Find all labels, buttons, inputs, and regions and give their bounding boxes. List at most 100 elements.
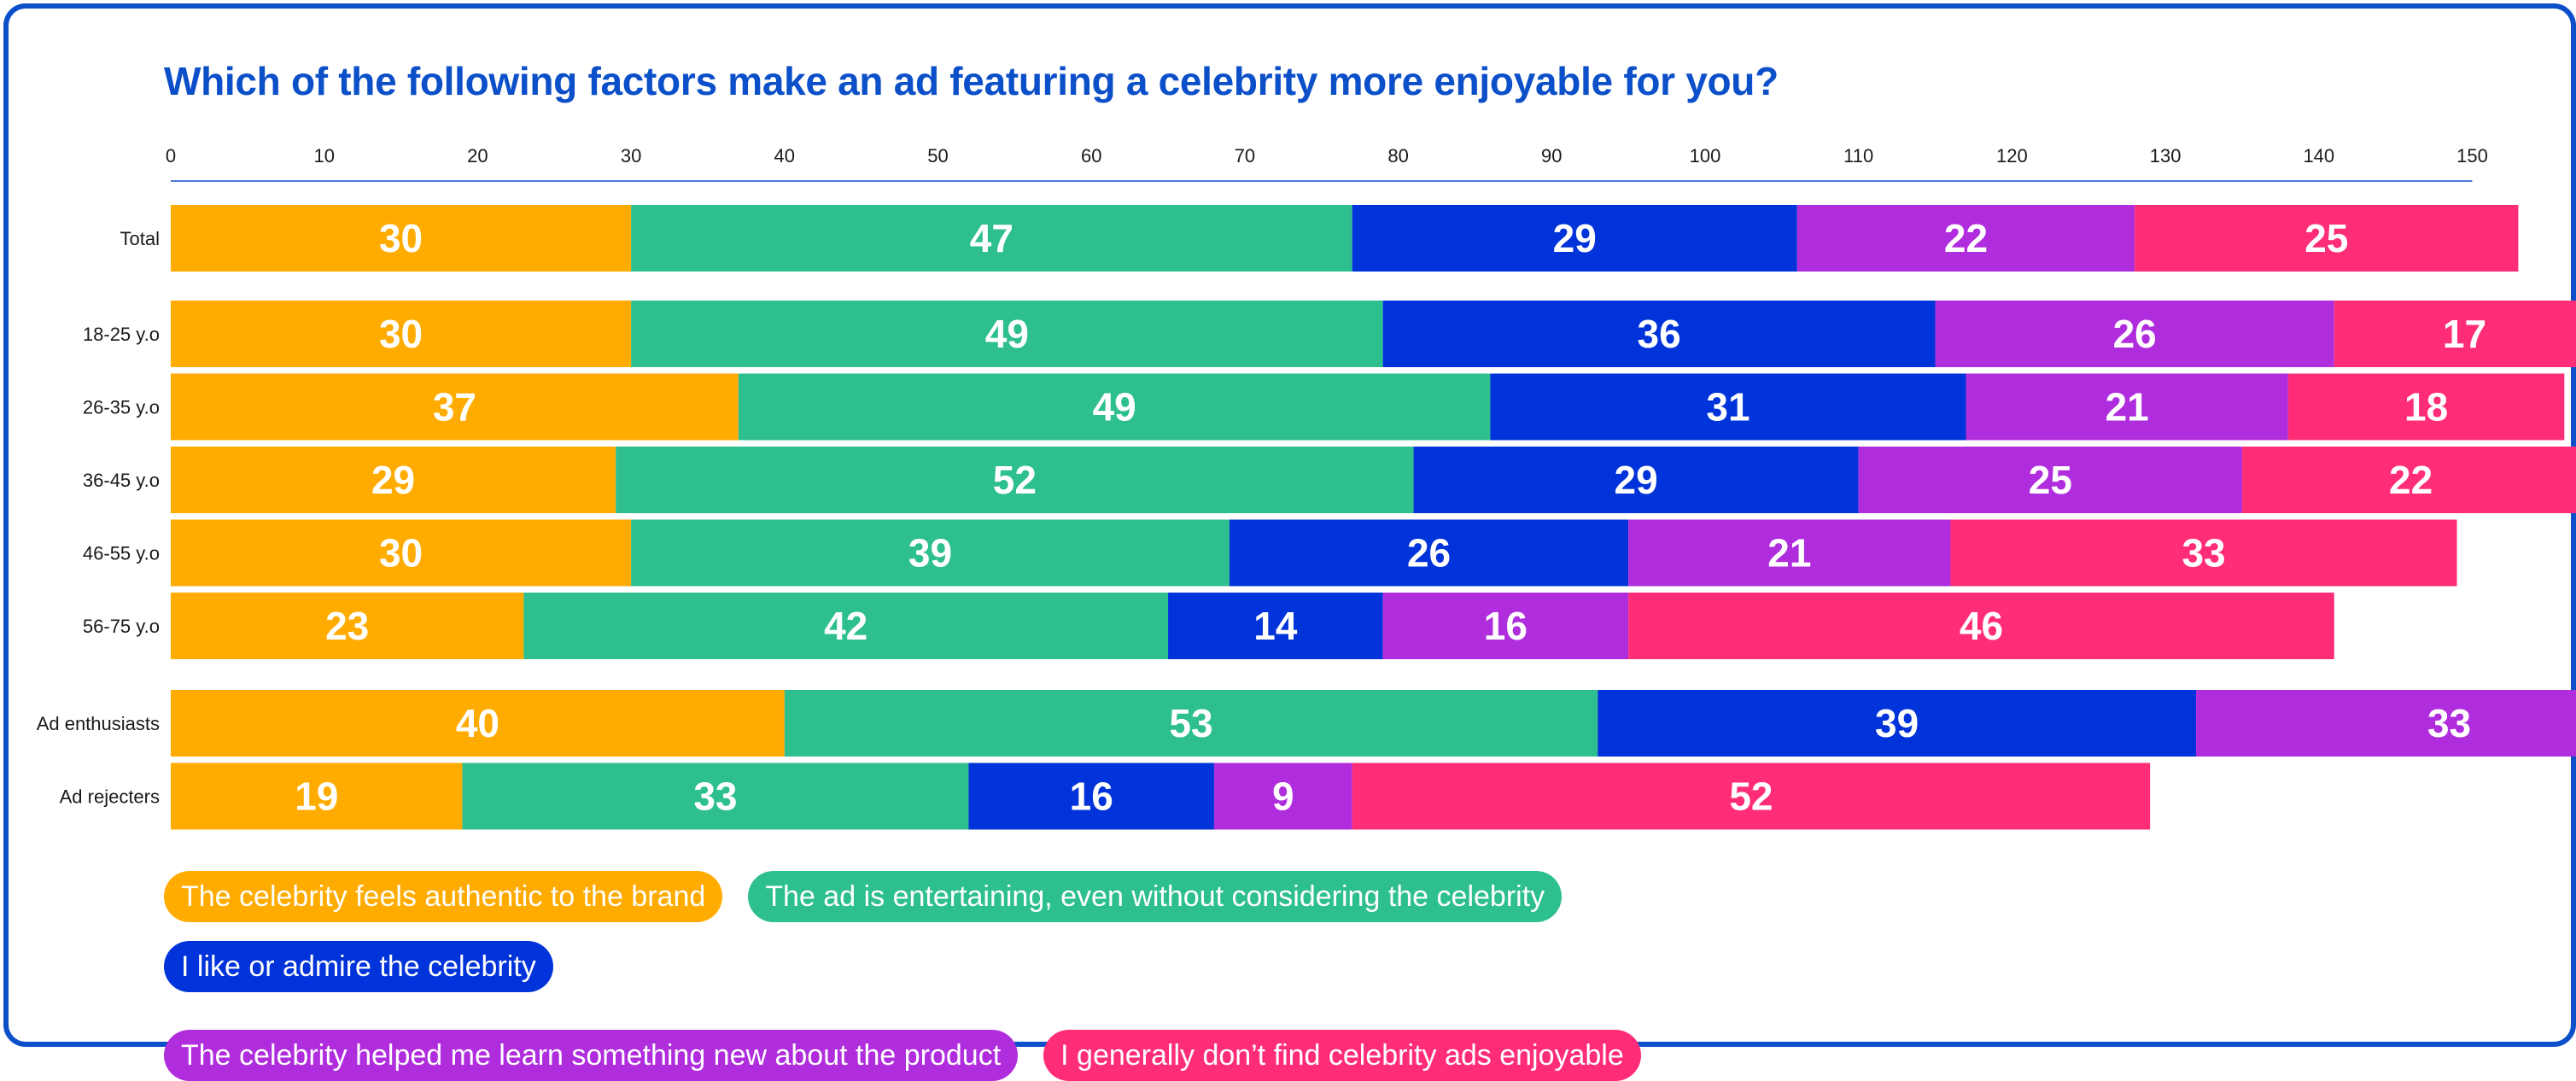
bar-segment [631,519,1230,587]
bar-value-label: 31 [1706,385,1749,429]
bar-value-label: 46 [1960,604,2003,648]
bar-segment [968,763,1214,830]
bar-value-label: 16 [1484,604,1527,648]
bar-segment [1490,373,1966,441]
x-tick-label: 50 [927,145,948,167]
bar-value-label: 33 [2427,701,2471,745]
bar-value-label: 29 [1615,458,1658,502]
bar-segment [1966,373,2288,441]
bar-segment [2135,205,2519,272]
bar-value-label: 33 [693,774,737,819]
x-tick-label: 140 [2303,145,2334,167]
x-tick-label: 30 [621,145,641,167]
x-tick-label: 90 [1541,145,1562,167]
bar-segment [1382,301,1936,367]
bar-value-label: 29 [371,458,415,502]
bar-segment [1352,763,2151,830]
bars: 30 47 29 22 25 30 49 36 26 17 37 49 31 21 18 29 52 29 25 22… [171,205,2576,830]
bar-segment [631,205,1352,272]
bar-segment [631,301,1383,367]
bar-segment [171,373,739,441]
bar-value-label: 22 [1944,216,1988,260]
bar-value-label: 40 [456,701,499,745]
bar-segment [171,519,632,587]
bar-segment [1628,519,1951,587]
bar-value-label: 18 [2404,385,2448,429]
bar-segment [1382,593,1629,659]
x-tick-label: 0 [166,145,176,167]
bar-segment [462,763,969,830]
legend: The celebrity feels authentic to the bra… [164,871,1872,1081]
bar-value-label: 53 [1169,701,1212,745]
bar-segment [784,690,1598,757]
bar-value-label: 30 [379,531,423,576]
bar-segment [1598,690,2197,757]
bar-value-label: 42 [824,604,867,648]
bar-value-label: 16 [1070,774,1113,819]
bar-segment [2196,690,2576,757]
category-label: 26-35 y.o [83,397,160,418]
bar-value-label: 49 [985,312,1029,356]
bar-value-label: 17 [2443,312,2486,356]
bar-segment [2334,301,2576,367]
bar-value-label: 30 [379,312,423,356]
x-tick-label: 10 [313,145,334,167]
bar-row: 4053393310 [171,690,2576,757]
bar-segment [171,205,632,272]
legend-item: The ad is entertaining, even without con… [748,871,1563,922]
bar-row: 30 49 36 26 17 [171,301,2576,367]
category-labels: Total 18-25 y.o 26-35 y.o 36-45 y.o 46-55 y.… [37,228,160,808]
bar-segment [1413,447,1859,513]
bar-value-label: 47 [970,216,1013,260]
bar-segment [171,763,463,830]
category-label: 46-55 y.o [83,543,160,564]
x-tick-label: 100 [1690,145,1721,167]
chart-title: Which of the following factors make an a… [164,59,1779,103]
category-label: Total [120,228,160,249]
bar-segment [1352,205,1797,272]
bar-segment [1628,593,2334,659]
bar-row: 23 42 14 16 46 [171,593,2334,659]
bar-segment [171,690,785,757]
chart-plot: 0 10 20 30 40 50 60 70 80 90 100 110 120 130 140 150 To… [37,145,2576,830]
x-tick-label: 60 [1081,145,1101,167]
x-tick-label: 120 [1996,145,2028,167]
category-label: 18-25 y.o [83,324,160,345]
bar-value-label: 26 [2113,312,2157,356]
x-tick-label: 70 [1235,145,1255,167]
bar-segment [171,301,632,367]
bar-segment [523,593,1169,659]
bar-value-label: 36 [1638,312,1681,356]
bar-value-label: 25 [2304,216,2348,260]
category-label: Ad enthusiasts [37,713,160,734]
bar-segment [1796,205,2135,272]
bar-value-label: 52 [1729,774,1773,819]
bar-value-label: 9 [1272,774,1294,819]
bar-row: 19 33 16 9 52 [171,763,2151,830]
bar-value-label: 22 [2389,458,2433,502]
bar-segment [738,373,1491,441]
bar-value-label: 23 [325,604,369,648]
category-label: 36-45 y.o [83,470,160,491]
bar-value-label: 33 [2182,531,2225,576]
bar-row: 30 39 26 21 33 [171,519,2457,587]
bar-value-label: 39 [908,531,952,576]
bar-segment [171,593,524,659]
bar-segment [1950,519,2457,587]
x-tick-label: 20 [467,145,488,167]
x-axis: 0 10 20 30 40 50 60 70 80 90 100 110 120 130 140 150 [166,145,2488,182]
bar-value-label: 21 [2106,385,2149,429]
x-tick-label: 40 [774,145,795,167]
bar-value-label: 30 [379,216,423,260]
bar-value-label: 21 [1767,531,1811,576]
legend-item: The celebrity helped me learn something … [164,1030,1019,1081]
bar-row: 29 52 29 25 22 [171,447,2576,513]
legend-item: I generally don’t find celebrity ads enj… [1043,1030,1641,1081]
bar-row: 37 49 31 21 18 [171,373,2565,441]
category-label: Ad rejecters [60,786,160,808]
bar-value-label: 49 [1093,385,1136,429]
bar-value-label: 26 [1407,531,1451,576]
bar-value-label: 14 [1253,604,1298,648]
bar-segment [1229,519,1629,587]
bar-value-label: 37 [433,385,476,429]
